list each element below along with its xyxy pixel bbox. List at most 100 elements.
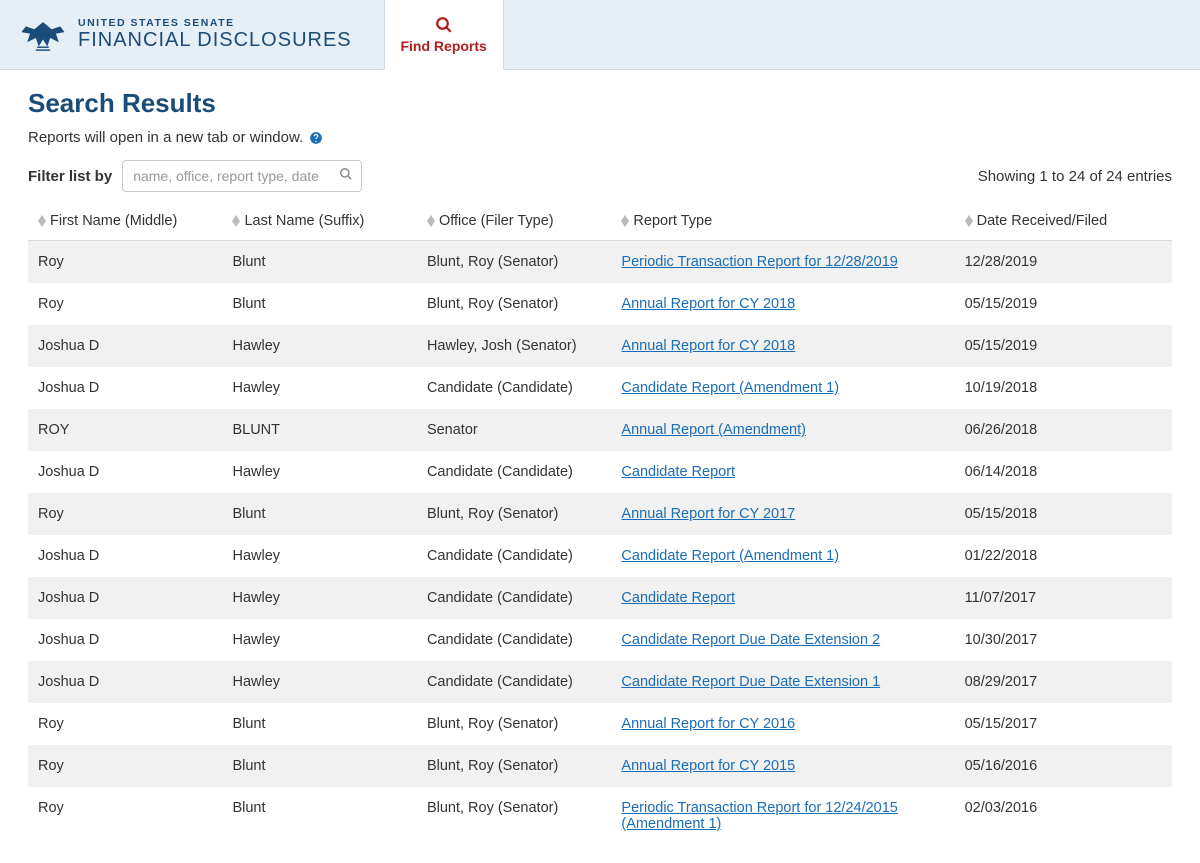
cell-last-name: Hawley: [222, 451, 416, 493]
report-link[interactable]: Candidate Report: [621, 590, 735, 606]
report-link[interactable]: Candidate Report (Amendment 1): [621, 548, 839, 564]
search-icon: [435, 16, 453, 34]
help-text: Reports will open in a new tab or window…: [28, 129, 303, 146]
help-icon[interactable]: [309, 131, 323, 145]
cell-first-name: Joshua D: [28, 535, 222, 577]
cell-last-name: Hawley: [222, 619, 416, 661]
col-office[interactable]: Office (Filer Type): [417, 202, 611, 241]
filter-row: Filter list by Showing 1 to 24 of 24 ent…: [28, 160, 1172, 192]
table-row: Joshua DHawleyCandidate (Candidate) Candi…: [28, 619, 1172, 661]
page-title: Search Results: [28, 88, 1172, 119]
cell-first-name: Roy: [28, 241, 222, 284]
logo-title: FINANCIAL DISCLOSURES: [78, 30, 352, 51]
cell-date: 08/29/2017: [955, 661, 1172, 703]
report-link[interactable]: Periodic Transaction Report for 12/28/20…: [621, 254, 897, 270]
cell-first-name: Roy: [28, 703, 222, 745]
cell-office: Candidate (Candidate): [417, 619, 611, 661]
table-row: RoyBluntBlunt, Roy (Senator)Periodic Tra…: [28, 787, 1172, 845]
cell-date: 05/15/2018: [955, 493, 1172, 535]
report-link[interactable]: Candidate Report Due Date Extension 2: [621, 632, 880, 648]
results-count: Showing 1 to 24 of 24 entries: [978, 168, 1172, 185]
report-link[interactable]: Annual Report for CY 2017: [621, 506, 795, 522]
cell-last-name: Blunt: [222, 703, 416, 745]
report-link[interactable]: Candidate Report Due Date Extension 1: [621, 674, 880, 690]
cell-office: Blunt, Roy (Senator): [417, 787, 611, 845]
cell-last-name: Blunt: [222, 787, 416, 845]
cell-office: Candidate (Candidate): [417, 577, 611, 619]
filter-input[interactable]: [122, 160, 362, 192]
report-link[interactable]: Candidate Report: [621, 464, 735, 480]
col-date[interactable]: Date Received/Filed: [955, 202, 1172, 241]
find-reports-label: Find Reports: [400, 38, 486, 54]
table-row: RoyBluntBlunt, Roy (Senator)Annual Repor…: [28, 703, 1172, 745]
cell-first-name: Joshua D: [28, 619, 222, 661]
cell-office: Candidate (Candidate): [417, 535, 611, 577]
report-link[interactable]: Candidate Report (Amendment 1): [621, 380, 839, 396]
cell-date: 12/28/2019: [955, 241, 1172, 284]
table-row: Joshua DHawleyCandidate (Candidate) Candi…: [28, 661, 1172, 703]
cell-date: 02/03/2016: [955, 787, 1172, 845]
cell-first-name: Joshua D: [28, 451, 222, 493]
sort-icon: [965, 215, 973, 227]
table-row: Joshua DHawleyCandidate (Candidate) Candi…: [28, 577, 1172, 619]
sort-icon: [621, 215, 629, 227]
find-reports-tab[interactable]: Find Reports: [384, 0, 504, 70]
cell-last-name: Blunt: [222, 745, 416, 787]
table-row: RoyBluntBlunt, Roy (Senator) Periodic Tra…: [28, 241, 1172, 284]
report-link[interactable]: Annual Report for CY 2018: [621, 338, 795, 354]
cell-office: Blunt, Roy (Senator): [417, 493, 611, 535]
cell-last-name: BLUNT: [222, 409, 416, 451]
cell-office: Candidate (Candidate): [417, 367, 611, 409]
cell-date: 06/14/2018: [955, 451, 1172, 493]
sort-icon: [38, 215, 46, 227]
cell-date: 01/22/2018: [955, 535, 1172, 577]
cell-date: 05/15/2019: [955, 283, 1172, 325]
cell-office: Candidate (Candidate): [417, 661, 611, 703]
col-last-name[interactable]: Last Name (Suffix): [222, 202, 416, 241]
cell-last-name: Blunt: [222, 493, 416, 535]
report-link[interactable]: Annual Report for CY 2016: [621, 716, 795, 732]
report-link[interactable]: Annual Report (Amendment): [621, 422, 806, 438]
cell-first-name: Roy: [28, 493, 222, 535]
logo-subtitle: UNITED STATES SENATE: [78, 18, 352, 29]
cell-office: Blunt, Roy (Senator): [417, 241, 611, 284]
help-line: Reports will open in a new tab or window…: [28, 129, 1172, 146]
report-link[interactable]: Annual Report for CY 2018: [621, 296, 795, 312]
cell-first-name: Joshua D: [28, 577, 222, 619]
col-first-name[interactable]: First Name (Middle): [28, 202, 222, 241]
cell-first-name: Joshua D: [28, 325, 222, 367]
cell-last-name: Hawley: [222, 367, 416, 409]
table-row: ROYBLUNTSenatorAnnual Report (Amendment)…: [28, 409, 1172, 451]
cell-first-name: Roy: [28, 745, 222, 787]
cell-date: 05/16/2016: [955, 745, 1172, 787]
cell-date: 06/26/2018: [955, 409, 1172, 451]
logo-block[interactable]: UNITED STATES SENATE FINANCIAL DISCLOSUR…: [20, 15, 352, 55]
filter-label: Filter list by: [28, 168, 112, 185]
table-row: RoyBluntBlunt, Roy (Senator) Annual Repor…: [28, 283, 1172, 325]
sort-icon: [427, 215, 435, 227]
site-header: UNITED STATES SENATE FINANCIAL DISCLOSUR…: [0, 0, 1200, 70]
cell-date: 10/30/2017: [955, 619, 1172, 661]
col-report-type[interactable]: Report Type: [611, 202, 954, 241]
cell-office: Senator: [417, 409, 611, 451]
cell-last-name: Hawley: [222, 535, 416, 577]
cell-date: 05/15/2017: [955, 703, 1172, 745]
cell-office: Blunt, Roy (Senator): [417, 745, 611, 787]
report-link[interactable]: Annual Report for CY 2015: [621, 758, 795, 774]
cell-office: Blunt, Roy (Senator): [417, 283, 611, 325]
cell-last-name: Blunt: [222, 283, 416, 325]
content-area: Search Results Reports will open in a ne…: [0, 70, 1200, 863]
cell-date: 10/19/2018: [955, 367, 1172, 409]
table-row: Joshua DHawleyHawley, Josh (Senator)Annu…: [28, 325, 1172, 367]
cell-last-name: Hawley: [222, 661, 416, 703]
report-link[interactable]: Periodic Transaction Report for 12/24/20…: [621, 800, 897, 832]
cell-last-name: Hawley: [222, 577, 416, 619]
cell-date: 11/07/2017: [955, 577, 1172, 619]
cell-first-name: Joshua D: [28, 661, 222, 703]
cell-last-name: Blunt: [222, 241, 416, 284]
cell-last-name: Hawley: [222, 325, 416, 367]
cell-first-name: Roy: [28, 283, 222, 325]
sort-icon: [232, 215, 240, 227]
table-row: RoyBluntBlunt, Roy (Senator) Annual Repor…: [28, 745, 1172, 787]
cell-first-name: Joshua D: [28, 367, 222, 409]
